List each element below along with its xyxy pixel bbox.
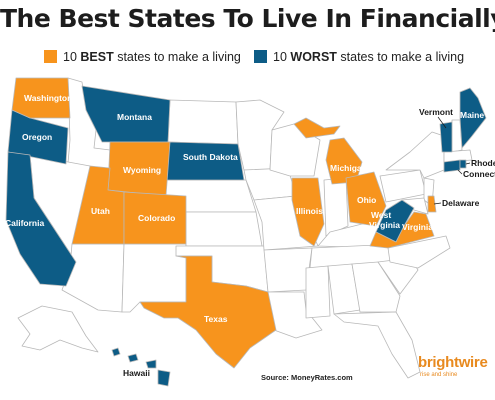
state-indiana [323, 177, 349, 237]
legend-best-bold: BEST [80, 50, 114, 64]
source-credit: Source: MoneyRates.com [261, 373, 353, 382]
state-virginia [369, 211, 435, 249]
leader-delaware [433, 202, 442, 205]
state-texas [139, 255, 277, 369]
leader-connecticut [457, 169, 463, 175]
label-connecticut: Connecticut [463, 169, 495, 179]
state-rhode-island [459, 159, 467, 169]
legend-worst-swatch [254, 50, 267, 63]
state-georgia [351, 261, 401, 313]
label-west-virginia-1: West [371, 210, 391, 220]
label-ohio: Ohio [357, 195, 376, 205]
label-south-dakota: South Dakota [183, 152, 238, 162]
legend-worst: 10 WORST states to make a living [254, 50, 464, 64]
label-montana: Montana [117, 112, 152, 122]
label-illinois: Illinois [296, 206, 323, 216]
state-hawaii-oahu [127, 353, 139, 363]
label-utah: Utah [91, 206, 110, 216]
label-texas: Texas [204, 314, 228, 324]
state-delaware [427, 195, 437, 213]
label-colorado: Colorado [138, 213, 175, 223]
state-florida [333, 311, 421, 379]
legend-best: 10 BEST states to make a living [44, 50, 241, 64]
label-michigan: Michigan [330, 163, 367, 173]
state-colorado [123, 191, 187, 245]
state-arkansas [263, 247, 313, 293]
state-alaska [17, 305, 99, 353]
state-california [5, 151, 77, 287]
label-oregon: Oregon [22, 132, 52, 142]
legend-worst-prefix: 10 [273, 50, 291, 64]
state-kansas [185, 211, 263, 247]
state-ohio [345, 171, 387, 227]
state-mississippi [305, 265, 331, 319]
state-pennsylvania [379, 169, 427, 203]
state-connecticut [443, 159, 461, 173]
legend-best-swatch [44, 50, 57, 63]
legend-best-prefix: 10 [63, 50, 81, 64]
label-hawaii: Hawaii [123, 368, 150, 378]
state-montana [81, 85, 171, 143]
leader-vermont [437, 116, 447, 129]
state-massachusetts [443, 149, 473, 163]
map-title: The Best States To Live In Financially [0, 4, 495, 33]
label-maine: Maine [460, 110, 484, 120]
label-wyoming: Wyoming [123, 165, 161, 175]
state-hawaii-big-island [157, 369, 171, 387]
label-west-virginia-2: Virginia [369, 220, 400, 230]
state-maine [459, 87, 487, 149]
label-delaware: Delaware [442, 198, 480, 208]
leader-rhode [465, 162, 471, 165]
state-illinois [291, 177, 325, 247]
state-north-carolina [387, 235, 451, 269]
label-rhode: Rhode [471, 158, 495, 168]
state-hawaii-kauai [111, 347, 121, 357]
legend-worst-suffix: states to make a living [336, 50, 465, 64]
state-michigan-up [293, 117, 341, 139]
brand-logo: brightwire [418, 354, 488, 371]
label-virginia: Virginia [402, 222, 433, 232]
state-north-dakota [167, 99, 239, 145]
legend-worst-bold: WORST [290, 50, 337, 64]
state-vermont [439, 121, 453, 153]
label-washington: Washington [24, 93, 72, 103]
state-hawaii-maui [145, 359, 157, 369]
state-washington [11, 77, 71, 119]
legend-best-suffix: states to make a living [113, 50, 241, 64]
label-california: California [5, 218, 44, 228]
brand-tagline: rise and shine [420, 372, 458, 378]
label-vermont: Vermont [419, 107, 453, 117]
